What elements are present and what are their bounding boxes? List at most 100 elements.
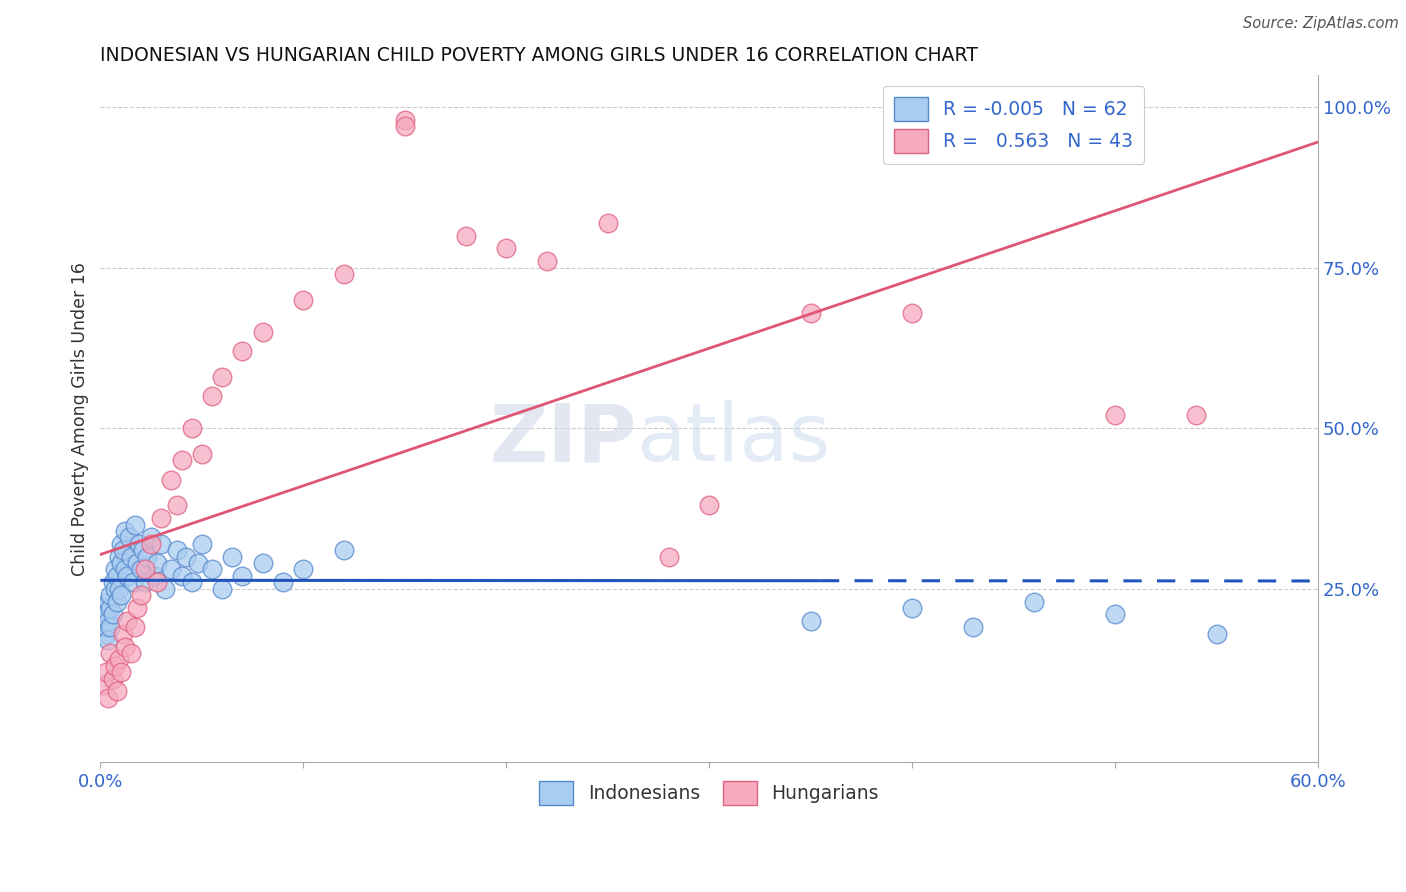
Point <box>134 575 156 590</box>
Point <box>292 562 315 576</box>
Point <box>103 582 125 596</box>
Point <box>211 370 233 384</box>
Point <box>146 575 169 590</box>
Point <box>97 614 120 628</box>
Point <box>125 601 148 615</box>
Point <box>93 601 115 615</box>
Point <box>107 549 129 564</box>
Point <box>160 473 183 487</box>
Point <box>180 421 202 435</box>
Point <box>166 543 188 558</box>
Point <box>174 549 197 564</box>
Point <box>97 633 120 648</box>
Point <box>160 562 183 576</box>
Point <box>114 640 136 654</box>
Point <box>110 556 132 570</box>
Point <box>129 588 152 602</box>
Text: ZIP: ZIP <box>489 401 636 478</box>
Point <box>114 524 136 538</box>
Point <box>110 588 132 602</box>
Point <box>110 665 132 680</box>
Point <box>139 537 162 551</box>
Point <box>394 113 416 128</box>
Point <box>143 569 166 583</box>
Point <box>170 453 193 467</box>
Point <box>1022 594 1045 608</box>
Point <box>107 582 129 596</box>
Point <box>150 511 173 525</box>
Point <box>231 569 253 583</box>
Point <box>93 614 115 628</box>
Point <box>231 344 253 359</box>
Point <box>136 549 159 564</box>
Point <box>100 646 122 660</box>
Point <box>155 582 177 596</box>
Point <box>97 690 120 705</box>
Point <box>697 498 720 512</box>
Legend: Indonesians, Hungarians: Indonesians, Hungarians <box>530 772 889 814</box>
Point <box>1104 409 1126 423</box>
Point <box>187 556 209 570</box>
Point <box>96 626 118 640</box>
Point <box>211 582 233 596</box>
Point <box>394 120 416 134</box>
Point <box>658 549 681 564</box>
Point <box>115 569 138 583</box>
Point <box>201 389 224 403</box>
Point <box>252 556 274 570</box>
Point <box>128 537 150 551</box>
Point <box>180 575 202 590</box>
Point <box>101 607 124 622</box>
Point <box>271 575 294 590</box>
Point <box>150 537 173 551</box>
Point <box>120 646 142 660</box>
Text: atlas: atlas <box>636 401 831 478</box>
Point <box>93 678 115 692</box>
Point <box>129 562 152 576</box>
Point <box>221 549 243 564</box>
Point <box>100 601 122 615</box>
Point <box>333 543 356 558</box>
Point <box>333 267 356 281</box>
Point <box>139 530 162 544</box>
Point <box>96 665 118 680</box>
Point <box>901 601 924 615</box>
Point <box>96 620 118 634</box>
Point <box>105 684 128 698</box>
Point <box>125 556 148 570</box>
Point <box>103 562 125 576</box>
Point <box>120 549 142 564</box>
Point <box>146 556 169 570</box>
Point <box>166 498 188 512</box>
Point <box>1185 409 1208 423</box>
Point <box>97 594 120 608</box>
Point <box>115 614 138 628</box>
Point <box>100 620 122 634</box>
Point <box>124 517 146 532</box>
Point <box>101 672 124 686</box>
Point <box>191 447 214 461</box>
Point <box>1205 626 1227 640</box>
Point <box>201 562 224 576</box>
Point <box>1104 607 1126 622</box>
Point <box>110 537 132 551</box>
Point <box>103 658 125 673</box>
Point <box>962 620 984 634</box>
Point <box>495 242 517 256</box>
Point <box>134 562 156 576</box>
Point <box>252 325 274 339</box>
Point <box>105 594 128 608</box>
Point <box>111 626 134 640</box>
Point <box>105 569 128 583</box>
Point <box>132 543 155 558</box>
Point <box>101 575 124 590</box>
Point <box>96 607 118 622</box>
Point <box>111 543 134 558</box>
Point <box>107 652 129 666</box>
Point <box>114 562 136 576</box>
Point <box>121 575 143 590</box>
Point <box>800 306 823 320</box>
Point <box>191 537 214 551</box>
Point <box>118 530 141 544</box>
Point <box>292 293 315 307</box>
